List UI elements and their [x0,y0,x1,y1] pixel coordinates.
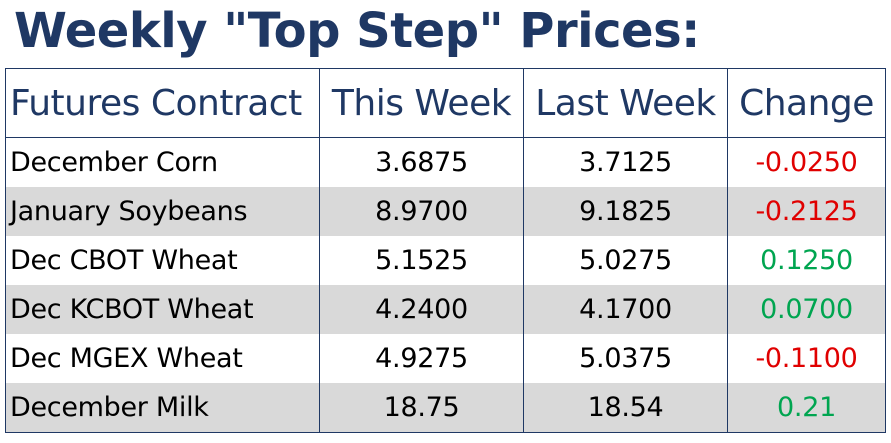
last-week-cell: 3.7125 [523,137,728,187]
table-row: Dec CBOT Wheat 5.1525 5.0275 0.1250 [5,236,886,285]
table-row: December Milk 18.75 18.54 0.21 [5,383,886,433]
last-week-cell: 5.0375 [523,334,728,383]
prices-table: Futures Contract This Week Last Week Cha… [5,68,886,433]
change-cell: 0.0700 [727,285,886,334]
table-row: Dec MGEX Wheat 4.9275 5.0375 -0.1100 [5,334,886,383]
contract-cell: Dec MGEX Wheat [5,334,320,383]
column-header-last-week: Last Week [523,68,728,138]
last-week-cell: 9.1825 [523,187,728,236]
change-cell: 0.21 [727,383,886,433]
contract-cell: December Milk [5,383,320,433]
contract-cell: January Soybeans [5,187,320,236]
this-week-cell: 5.1525 [319,236,524,285]
column-header-change: Change [727,68,886,138]
last-week-cell: 4.1700 [523,285,728,334]
contract-cell: Dec CBOT Wheat [5,236,320,285]
contract-cell: December Corn [5,137,320,187]
table-row: December Corn 3.6875 3.7125 -0.0250 [5,137,886,187]
column-header-this-week: This Week [319,68,524,138]
this-week-cell: 4.9275 [319,334,524,383]
change-cell: 0.1250 [727,236,886,285]
contract-cell: Dec KCBOT Wheat [5,285,320,334]
this-week-cell: 18.75 [319,383,524,433]
this-week-cell: 8.9700 [319,187,524,236]
page-title: Weekly "Top Step" Prices: [14,3,700,59]
change-cell: -0.0250 [727,137,886,187]
column-header-futures-contract: Futures Contract [5,68,320,138]
last-week-cell: 5.0275 [523,236,728,285]
change-cell: -0.1100 [727,334,886,383]
table-row: Dec KCBOT Wheat 4.2400 4.1700 0.0700 [5,285,886,334]
last-week-cell: 18.54 [523,383,728,433]
header-row: Futures Contract This Week Last Week Cha… [5,68,886,138]
change-cell: -0.2125 [727,187,886,236]
this-week-cell: 4.2400 [319,285,524,334]
this-week-cell: 3.6875 [319,137,524,187]
table-row: January Soybeans 8.9700 9.1825 -0.2125 [5,187,886,236]
